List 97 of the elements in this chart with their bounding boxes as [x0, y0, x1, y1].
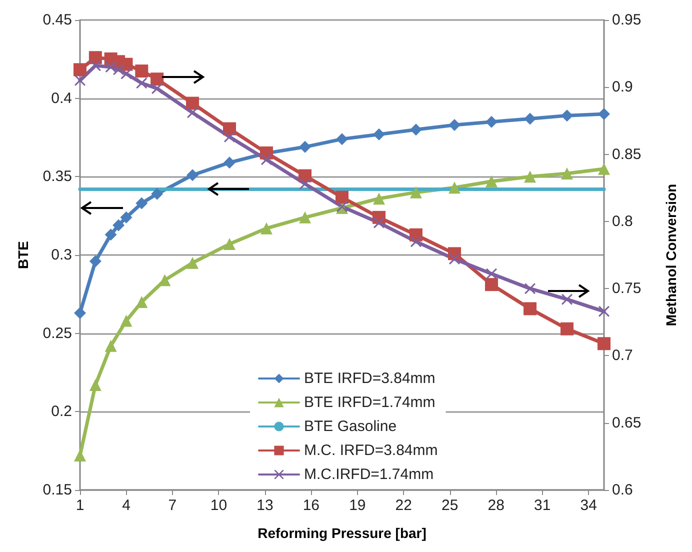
- y2-tick-label: 0.8: [612, 212, 633, 230]
- point: [373, 217, 384, 228]
- point: [120, 314, 132, 327]
- point: [260, 222, 272, 234]
- y2-tick-label: 0.65: [612, 414, 642, 432]
- legend-label: M.C.IRFD=1.74mm: [304, 466, 434, 483]
- point: [410, 124, 422, 136]
- point: [336, 133, 348, 146]
- point: [449, 254, 460, 265]
- point: [113, 64, 124, 76]
- point: [260, 154, 272, 166]
- point: [598, 306, 610, 317]
- point: [222, 122, 236, 136]
- point: [74, 450, 86, 462]
- y-tick-label: 0.4: [51, 90, 72, 107]
- point: [150, 72, 164, 86]
- point: [187, 107, 198, 118]
- x-tick-label: 28: [488, 497, 504, 514]
- point: [120, 211, 132, 224]
- y-tick-label: 0.35: [42, 168, 72, 186]
- y2-tick-label: 0.85: [612, 146, 642, 163]
- y-tick-label: 0.45: [42, 12, 72, 28]
- x-tick-label: 31: [534, 497, 551, 514]
- point: [448, 118, 461, 131]
- x-tick-label: 19: [349, 497, 366, 514]
- point: [136, 78, 148, 89]
- point: [524, 302, 537, 316]
- x-tick-label: 1: [76, 497, 84, 514]
- point: [485, 175, 498, 188]
- point: [299, 140, 312, 153]
- point: [74, 63, 86, 76]
- point: [224, 131, 235, 142]
- point: [598, 162, 610, 175]
- point: [105, 62, 116, 72]
- y-axis-title: BTE: [15, 241, 31, 269]
- point: [524, 112, 536, 125]
- point: [561, 168, 574, 180]
- y2-tick-label: 0.9: [612, 78, 633, 96]
- x-axis-title: Reforming Pressure [bar]: [258, 525, 426, 541]
- point: [300, 178, 311, 190]
- point: [372, 128, 385, 140]
- point: [223, 238, 236, 250]
- y2-tick-label: 0.7: [612, 347, 633, 364]
- point: [89, 255, 102, 268]
- x-tick-label: 4: [122, 497, 130, 514]
- point: [88, 51, 102, 64]
- point: [298, 169, 312, 182]
- x-tick-label: 7: [168, 497, 177, 514]
- point: [152, 82, 163, 94]
- point: [598, 108, 610, 120]
- point: [186, 169, 199, 182]
- legend-label: BTE IRFD=3.84mm: [304, 370, 436, 387]
- point: [74, 306, 86, 319]
- x-tick-label: 34: [580, 497, 597, 514]
- point: [410, 186, 422, 198]
- point: [120, 68, 132, 80]
- point: [186, 256, 199, 269]
- point: [223, 156, 236, 169]
- y-tick-label: 0.15: [42, 482, 72, 498]
- point: [186, 96, 200, 110]
- point: [486, 268, 497, 280]
- point: [524, 283, 536, 294]
- point: [484, 278, 498, 292]
- point: [448, 182, 461, 194]
- point: [560, 322, 574, 336]
- point: [372, 192, 385, 205]
- y2-tick-label: 0.75: [612, 280, 642, 298]
- x-tick-label: 22: [395, 497, 412, 514]
- y2-tick-label: 0.95: [612, 12, 642, 28]
- point: [524, 170, 536, 183]
- point: [74, 74, 86, 86]
- y-tick-label: 0.3: [51, 246, 72, 264]
- y-tick-label: 0.25: [42, 324, 72, 342]
- legend-label: BTE IRFD=1.74mm: [304, 394, 436, 411]
- point: [135, 64, 148, 78]
- legend-label: BTE Gasoline: [304, 418, 397, 435]
- y2-tick-label: 0.6: [612, 482, 633, 498]
- point: [104, 340, 117, 352]
- point: [112, 219, 125, 232]
- point: [89, 379, 102, 392]
- y2-axis-title: Methanol Conversion: [663, 184, 679, 326]
- point: [90, 60, 101, 72]
- legend-label: M.C. IRFD=3.84mm: [304, 442, 438, 459]
- y-tick-label: 0.2: [51, 403, 72, 420]
- point: [136, 197, 148, 210]
- x-tick-label: 13: [256, 497, 274, 514]
- point: [336, 190, 348, 204]
- point: [136, 296, 148, 308]
- x-tick-label: 25: [442, 497, 458, 514]
- point: [151, 188, 164, 200]
- point: [104, 228, 117, 241]
- x-tick-label: 10: [210, 497, 228, 514]
- point: [562, 294, 573, 305]
- point: [598, 337, 610, 350]
- point: [299, 211, 312, 224]
- point: [410, 236, 422, 248]
- x-tick-label: 16: [302, 497, 320, 514]
